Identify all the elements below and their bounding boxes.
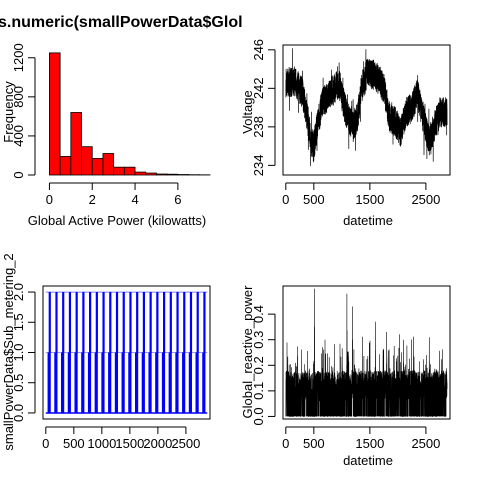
sub-metering-x-tick-label: 2000 [143, 436, 172, 451]
voltage-x-axis: 0 500 1500 2500 [282, 182, 440, 207]
reactive-power-plot-box [282, 285, 451, 420]
sub-metering-x-tick-label: 1500 [115, 436, 144, 451]
histogram-y-axis: 0 400 800 1200 [11, 43, 36, 179]
reactive-power-y-tick-label: 0.1 [251, 382, 266, 400]
sub-metering-x-tick-label: 500 [63, 436, 85, 451]
histogram-bar [70, 112, 82, 176]
voltage-plot-box [282, 44, 451, 176]
reactive-power-x-tick-label: 500 [303, 436, 325, 451]
histogram-bar [91, 157, 104, 176]
sub-metering-y-axis: 0.0 0.5 1.0 1.5 2.0 [11, 283, 36, 422]
voltage-x-tick-label: 1500 [355, 192, 384, 207]
histogram-bar [156, 173, 168, 176]
histogram-x-tick-label: 0 [46, 192, 53, 207]
histogram-bar [113, 166, 125, 176]
sub-metering-x-axis: 0 500 1000 1500 2000 2500 [42, 426, 200, 451]
histogram-x-tick-label: 2 [89, 192, 96, 207]
histogram-x-tick-label: 4 [131, 192, 138, 207]
sub-metering-y-tick-label: 1.0 [11, 343, 26, 361]
reactive-power-x-axis: 0 500 1500 2500 [282, 426, 440, 451]
sub-metering-y-tick-label: 0.0 [11, 404, 26, 422]
histogram-bar [134, 171, 147, 176]
sub-metering-x-tick-label: 1000 [87, 436, 116, 451]
voltage-y-axis: 234 238 242 246 [251, 39, 276, 177]
histogram-x-axis-label: Global Active Power (kilowatts) [28, 213, 206, 228]
reactive-power-y-axis-label: Global_reactive_power [240, 285, 255, 419]
reactive-power-series-line [285, 288, 448, 417]
histogram-title: s.numeric(smallPowerData$Glol [0, 14, 243, 31]
reactive-power-x-tick-label: 0 [282, 436, 289, 451]
reactive-power-x-tick-label: 2500 [411, 436, 440, 451]
histogram-y-tick-label: 400 [11, 125, 26, 147]
histogram-bar [102, 153, 115, 176]
histogram-y-tick-label: 800 [11, 86, 26, 108]
histogram-x-tick-label: 6 [174, 192, 181, 207]
histogram-x-axis: 0 2 4 6 [46, 182, 182, 207]
voltage-x-tick-label: 0 [282, 192, 289, 207]
sub-metering-y-axis-label: smallPowerData$Sub_metering_2 [1, 253, 16, 450]
histogram-bar [49, 52, 61, 176]
histogram-bar [123, 166, 136, 176]
reactive-power-x-axis-label: datetime [343, 453, 393, 468]
histogram-y-axis-label: Frequency [1, 81, 16, 143]
histogram-y-tick-label: 1200 [11, 43, 26, 72]
histogram-bar [59, 156, 72, 176]
voltage-y-tick-label: 246 [251, 39, 266, 61]
sub-metering-y-tick-label: 2.0 [11, 283, 26, 301]
histogram-bar [166, 173, 179, 176]
sub-metering-x-tick-label: 2500 [171, 436, 200, 451]
voltage-y-tick-label: 238 [251, 116, 266, 138]
sub-metering-y-tick-label: 1.5 [11, 313, 26, 331]
histogram-y-tick-label: 0 [11, 171, 26, 178]
voltage-y-tick-label: 234 [251, 155, 266, 177]
voltage-x-axis-label: datetime [343, 213, 393, 228]
voltage-x-tick-label: 500 [303, 192, 325, 207]
voltage-x-tick-label: 2500 [411, 192, 440, 207]
histogram-bar [81, 146, 93, 176]
sub-metering-y-tick-label: 0.5 [11, 374, 26, 392]
sub-metering-plot-box [42, 285, 211, 420]
reactive-power-x-tick-label: 1500 [355, 436, 384, 451]
reactive-power-y-axis: 0.0 0.1 0.2 0.3 0.4 [251, 305, 276, 425]
histogram-bar [145, 172, 157, 176]
voltage-y-tick-label: 242 [251, 77, 266, 99]
voltage-y-axis-label: Voltage [240, 90, 255, 133]
voltage-series-line [285, 48, 448, 167]
reactive-power-y-tick-label: 0.3 [251, 331, 266, 349]
reactive-power-y-tick-label: 0.2 [251, 356, 266, 374]
reactive-power-y-tick-label: 0.0 [251, 407, 266, 425]
reactive-power-y-tick-label: 0.4 [251, 305, 266, 323]
sub-metering-x-tick-label: 0 [42, 436, 49, 451]
